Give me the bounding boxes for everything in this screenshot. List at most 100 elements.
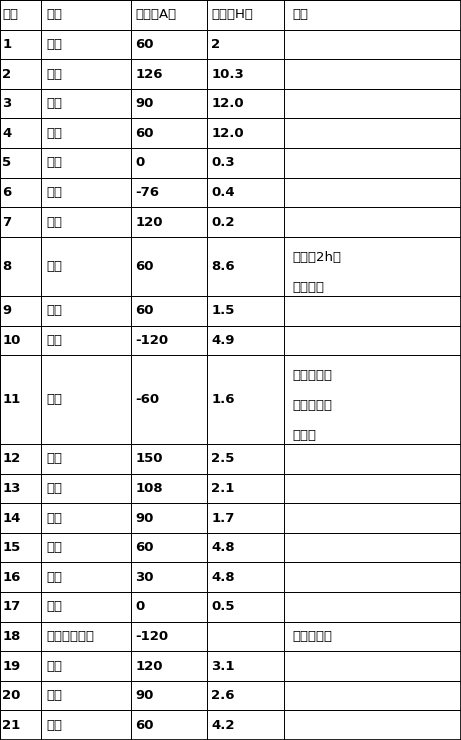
Bar — [284, 237, 461, 296]
Text: 0.2: 0.2 — [211, 215, 235, 229]
Text: -120: -120 — [135, 334, 168, 347]
Bar — [284, 89, 461, 118]
Bar — [131, 355, 207, 444]
Bar — [284, 30, 461, 59]
Text: 放电: 放电 — [46, 186, 62, 199]
Bar — [284, 178, 461, 207]
Text: 8: 8 — [2, 260, 12, 273]
Bar — [0, 592, 41, 622]
Bar — [131, 89, 207, 118]
Text: 4.8: 4.8 — [211, 571, 235, 584]
Text: -76: -76 — [135, 186, 159, 199]
Text: 充电: 充电 — [46, 452, 62, 465]
Bar — [131, 562, 207, 592]
Text: 电流（A）: 电流（A） — [135, 8, 176, 21]
Bar — [0, 296, 41, 326]
Text: 90: 90 — [135, 97, 154, 110]
Bar — [0, 622, 41, 651]
Bar — [284, 651, 461, 681]
Bar — [207, 296, 284, 326]
Text: 充电: 充电 — [46, 659, 62, 673]
Bar — [41, 474, 131, 503]
Text: 充电: 充电 — [46, 689, 62, 702]
Text: 5: 5 — [2, 156, 11, 169]
Bar — [41, 326, 131, 355]
Text: 静置: 静置 — [46, 156, 62, 169]
Bar — [41, 30, 131, 59]
Bar — [284, 533, 461, 562]
Text: 13: 13 — [2, 482, 20, 495]
Bar — [207, 651, 284, 681]
Bar — [41, 0, 131, 30]
Text: 2.5: 2.5 — [211, 452, 235, 465]
Bar — [284, 622, 461, 651]
Text: 气相二氧化: 气相二氧化 — [292, 399, 332, 412]
Bar — [207, 326, 284, 355]
Bar — [41, 89, 131, 118]
Text: 充电: 充电 — [46, 541, 62, 554]
Bar — [0, 118, 41, 148]
Bar — [284, 444, 461, 474]
Text: 3: 3 — [2, 97, 12, 110]
Bar — [207, 622, 284, 651]
Text: 14: 14 — [2, 511, 20, 525]
Text: 9: 9 — [2, 304, 11, 317]
Bar — [131, 148, 207, 178]
Text: 126: 126 — [135, 67, 163, 81]
Bar — [207, 118, 284, 148]
Bar — [207, 0, 284, 30]
Bar — [207, 533, 284, 562]
Bar — [41, 148, 131, 178]
Bar — [131, 296, 207, 326]
Bar — [284, 681, 461, 710]
Text: 0: 0 — [135, 600, 144, 613]
Text: 60: 60 — [135, 719, 154, 732]
Bar — [207, 59, 284, 89]
Bar — [41, 296, 131, 326]
Bar — [131, 444, 207, 474]
Bar — [0, 326, 41, 355]
Bar — [41, 237, 131, 296]
Bar — [0, 651, 41, 681]
Text: 15: 15 — [2, 541, 20, 554]
Bar — [284, 503, 461, 533]
Bar — [284, 710, 461, 740]
Text: 充电: 充电 — [46, 511, 62, 525]
Bar — [207, 178, 284, 207]
Bar — [284, 207, 461, 237]
Bar — [0, 710, 41, 740]
Text: 至终止电压: 至终止电压 — [292, 630, 332, 643]
Bar — [41, 178, 131, 207]
Text: 60: 60 — [135, 260, 154, 273]
Text: 12: 12 — [2, 452, 20, 465]
Bar — [0, 30, 41, 59]
Text: 高密度酸: 高密度酸 — [292, 280, 325, 294]
Text: 90: 90 — [135, 511, 154, 525]
Bar — [41, 681, 131, 710]
Text: 0.3: 0.3 — [211, 156, 235, 169]
Bar — [284, 148, 461, 178]
Text: 充电: 充电 — [46, 67, 62, 81]
Text: 8.6: 8.6 — [211, 260, 235, 273]
Text: 120: 120 — [135, 659, 163, 673]
Bar — [131, 622, 207, 651]
Bar — [0, 89, 41, 118]
Text: 2.1: 2.1 — [211, 482, 235, 495]
Bar — [207, 503, 284, 533]
Bar — [131, 710, 207, 740]
Bar — [0, 237, 41, 296]
Text: -120: -120 — [135, 630, 168, 643]
Text: 充电: 充电 — [46, 38, 62, 51]
Bar — [284, 296, 461, 326]
Bar — [207, 237, 284, 296]
Bar — [131, 30, 207, 59]
Text: 12.0: 12.0 — [211, 127, 244, 140]
Bar — [284, 474, 461, 503]
Bar — [284, 118, 461, 148]
Bar — [284, 562, 461, 592]
Bar — [0, 681, 41, 710]
Bar — [0, 562, 41, 592]
Text: 4.2: 4.2 — [211, 719, 235, 732]
Bar — [131, 503, 207, 533]
Text: 放电: 放电 — [46, 334, 62, 347]
